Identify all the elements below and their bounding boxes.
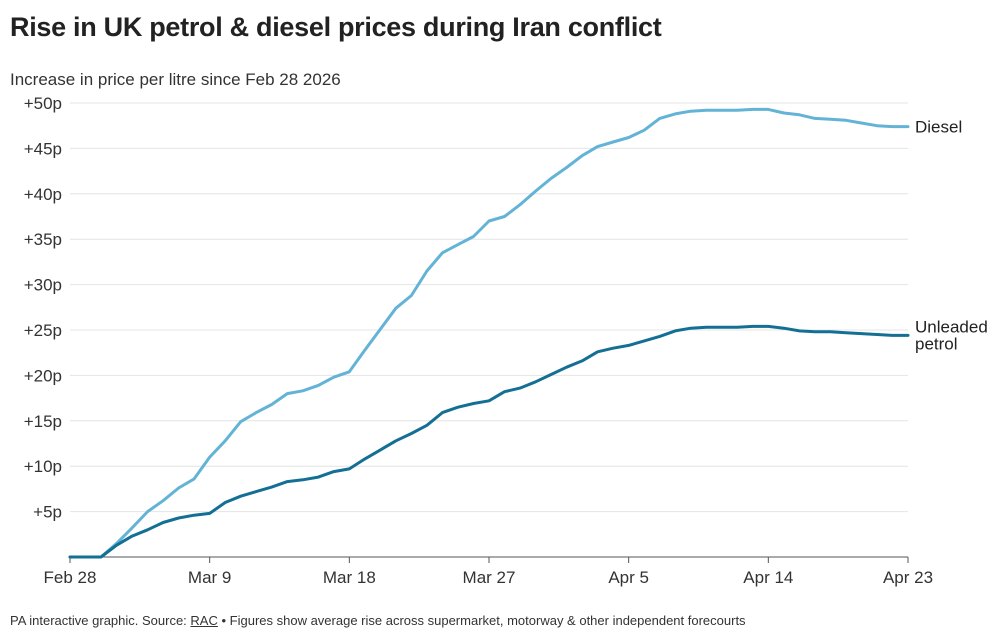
series-label-1: Unleaded petrol xyxy=(915,317,988,353)
y-tick-label: +15p xyxy=(24,412,62,431)
x-axis-ticks: Feb 28 Mar 9 Mar 18 Mar 27 Apr 5 Apr 14 Apr 23 xyxy=(44,557,933,587)
y-tick-label: +25p xyxy=(24,321,62,340)
line-chart: +5p+10p+15p+20p+25p+30p+35p+40p+45p+50p … xyxy=(24,94,988,587)
series-label-line: Diesel xyxy=(915,118,962,137)
footer-suffix: • Figures show average rise across super… xyxy=(217,613,746,628)
x-tick-label: Mar 18 xyxy=(323,568,376,587)
series-label-0: Diesel xyxy=(915,118,962,137)
series-label-line: petrol xyxy=(915,334,958,353)
y-tick-label: +40p xyxy=(24,185,62,204)
x-tick-label: Apr 5 xyxy=(608,568,649,587)
source-link[interactable]: RAC xyxy=(190,613,218,628)
series-labels: Diesel Unleaded petrol xyxy=(915,118,988,354)
y-tick-label: +5p xyxy=(33,503,62,522)
y-axis-ticks: +5p +10p +15p +20p +25p +30p +35p +40p +45p +50p xyxy=(24,94,62,522)
x-tick-label: Mar 9 xyxy=(188,568,231,587)
series-line-1 xyxy=(68,324,910,559)
y-tick-label: +30p xyxy=(24,276,62,295)
y-tick-label: +35p xyxy=(24,230,62,249)
y-tick-label: +20p xyxy=(24,366,62,385)
chart-title: Rise in UK petrol & diesel prices during… xyxy=(10,12,662,42)
y-tick-label: +10p xyxy=(24,457,62,476)
series-lines xyxy=(68,107,910,559)
gridlines xyxy=(70,102,908,558)
chart-footer: PA interactive graphic. Source: RAC • Fi… xyxy=(10,613,746,628)
x-tick-label: Feb 28 xyxy=(44,568,97,587)
y-tick-label: +45p xyxy=(24,139,62,158)
series-line-0 xyxy=(68,107,910,559)
series-label-line: Unleaded xyxy=(915,317,988,336)
chart-subtitle: Increase in price per litre since Feb 28… xyxy=(10,70,341,89)
y-tick-label: +50p xyxy=(24,94,62,113)
x-tick-label: Apr 23 xyxy=(883,568,933,587)
x-tick-label: Apr 14 xyxy=(743,568,793,587)
x-tick-label: Mar 27 xyxy=(463,568,516,587)
footer-prefix: PA interactive graphic. Source: xyxy=(10,613,191,628)
